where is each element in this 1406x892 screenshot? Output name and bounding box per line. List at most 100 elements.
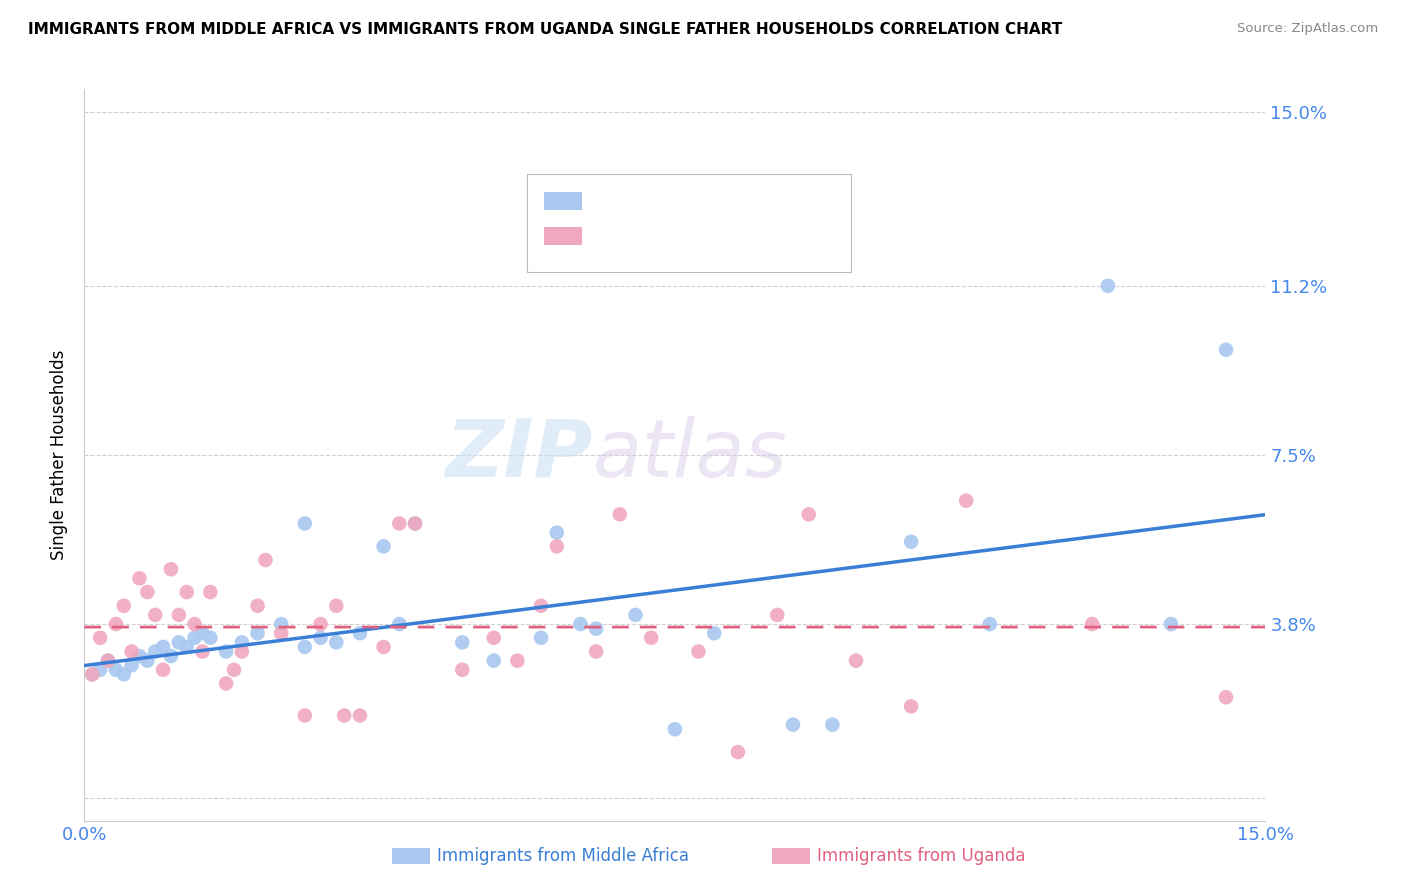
Point <box>585 644 607 658</box>
Point <box>640 631 662 645</box>
Point <box>349 626 371 640</box>
Point <box>1081 617 1104 632</box>
Point <box>388 617 411 632</box>
Point <box>703 626 725 640</box>
Point <box>97 654 120 668</box>
Point <box>152 640 174 654</box>
Point <box>128 649 150 664</box>
Point <box>727 745 749 759</box>
Text: ZIP: ZIP <box>444 416 592 494</box>
Point <box>183 617 205 632</box>
Point <box>294 516 316 531</box>
Point <box>112 667 135 681</box>
Point <box>270 617 292 632</box>
Point <box>270 626 292 640</box>
Point <box>451 663 474 677</box>
Point <box>82 667 104 681</box>
Point <box>506 654 529 668</box>
Point <box>766 607 789 622</box>
Point <box>294 708 316 723</box>
Point <box>585 622 607 636</box>
Point <box>349 708 371 723</box>
Point <box>309 617 332 632</box>
Text: IMMIGRANTS FROM MIDDLE AFRICA VS IMMIGRANTS FROM UGANDA SINGLE FATHER HOUSEHOLDS: IMMIGRANTS FROM MIDDLE AFRICA VS IMMIGRA… <box>28 22 1063 37</box>
Point <box>215 676 238 690</box>
Point <box>451 635 474 649</box>
Point <box>104 617 127 632</box>
Point <box>900 534 922 549</box>
Point <box>89 663 111 677</box>
Point <box>530 599 553 613</box>
Point <box>900 699 922 714</box>
Point <box>246 626 269 640</box>
Point <box>191 644 214 658</box>
Text: Immigrants from Middle Africa: Immigrants from Middle Africa <box>437 847 689 865</box>
Point <box>167 607 190 622</box>
Point <box>569 617 592 632</box>
Point <box>388 516 411 531</box>
Point <box>246 599 269 613</box>
Point <box>167 635 190 649</box>
Point <box>482 631 505 645</box>
Point <box>979 617 1001 632</box>
Point <box>664 723 686 737</box>
Point <box>797 508 820 522</box>
Text: R = 0.482   N = 44: R = 0.482 N = 44 <box>592 192 776 210</box>
Point <box>136 654 159 668</box>
Point <box>624 607 647 622</box>
Point <box>845 654 868 668</box>
Text: Immigrants from Uganda: Immigrants from Uganda <box>817 847 1025 865</box>
Point <box>183 631 205 645</box>
Point <box>546 539 568 553</box>
Text: R = 0.396   N = 47: R = 0.396 N = 47 <box>592 227 776 245</box>
Text: atlas: atlas <box>592 416 787 494</box>
Point <box>404 516 426 531</box>
Point <box>104 663 127 677</box>
Point <box>404 516 426 531</box>
Point <box>143 607 166 622</box>
Point <box>373 539 395 553</box>
Point <box>333 708 356 723</box>
Point <box>309 631 332 645</box>
Point <box>191 626 214 640</box>
Point <box>112 599 135 613</box>
Point <box>325 635 347 649</box>
Point <box>222 663 245 677</box>
Point <box>294 640 316 654</box>
Point <box>1160 617 1182 632</box>
Point <box>176 585 198 599</box>
Point <box>121 658 143 673</box>
Point <box>121 644 143 658</box>
Point <box>82 667 104 681</box>
Point <box>609 508 631 522</box>
Point <box>1215 690 1237 705</box>
Point <box>160 649 183 664</box>
Point <box>955 493 977 508</box>
Point <box>200 585 222 599</box>
Point <box>136 585 159 599</box>
Point <box>231 635 253 649</box>
Point <box>1097 278 1119 293</box>
Point <box>128 571 150 585</box>
Point <box>782 717 804 731</box>
Point <box>97 654 120 668</box>
Point <box>821 717 844 731</box>
Point <box>1215 343 1237 357</box>
Point <box>231 644 253 658</box>
Point <box>482 654 505 668</box>
Point <box>176 640 198 654</box>
Point <box>143 644 166 658</box>
Point <box>160 562 183 576</box>
Point <box>152 663 174 677</box>
Point <box>373 640 395 654</box>
Point <box>530 631 553 645</box>
Point <box>254 553 277 567</box>
Y-axis label: Single Father Households: Single Father Households <box>51 350 69 560</box>
Text: Source: ZipAtlas.com: Source: ZipAtlas.com <box>1237 22 1378 36</box>
Point <box>200 631 222 645</box>
Point <box>325 599 347 613</box>
Point <box>546 525 568 540</box>
Point <box>89 631 111 645</box>
Point <box>215 644 238 658</box>
Point <box>688 644 710 658</box>
